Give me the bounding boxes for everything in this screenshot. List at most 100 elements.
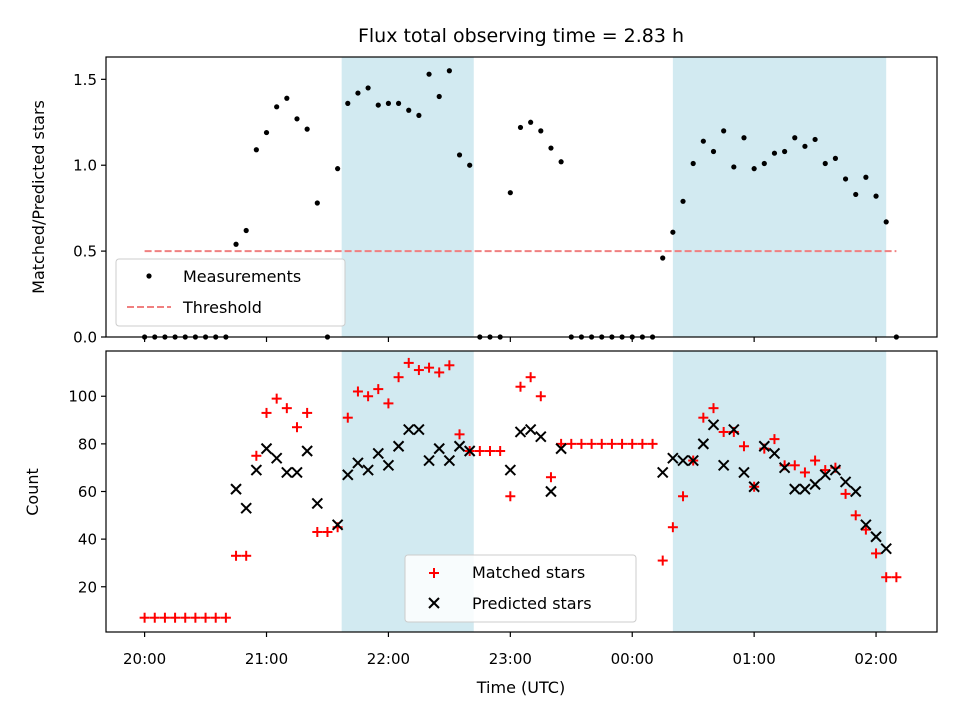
measurement-point	[467, 162, 473, 168]
bottom-panel: 20 40 60 80 100 20:00 21:00 22:00 23:00 00:00 01:0…	[68, 350, 938, 668]
measurement-point	[538, 128, 544, 134]
matched-star-point	[342, 412, 353, 423]
bottom-ytick-label: 40	[78, 531, 97, 549]
matched-star-point	[891, 572, 902, 583]
xtick-label: 02:00	[854, 650, 897, 668]
matched-star-point	[271, 393, 282, 404]
measurement-point	[517, 124, 524, 131]
measurement-point	[456, 152, 463, 158]
measurement-point	[528, 119, 534, 125]
measurement-point	[700, 138, 706, 144]
predicted-star-point	[717, 459, 730, 472]
matched-star-point	[799, 467, 810, 478]
predicted-star-point	[819, 469, 831, 481]
matched-star-point	[647, 438, 658, 449]
matched-star-point	[810, 455, 821, 466]
predicted-star-point	[250, 464, 263, 476]
xtick-label: 22:00	[367, 650, 410, 668]
bottom-series-1	[230, 419, 892, 555]
measurement-point	[375, 102, 381, 108]
matched-star-point	[820, 465, 831, 476]
matched-star-point	[231, 550, 242, 561]
predicted-star-point	[362, 464, 374, 476]
measurement-point	[741, 135, 747, 141]
matched-star-point	[190, 612, 201, 623]
matched-star-point	[322, 526, 333, 537]
measurement-point	[853, 191, 859, 198]
legend-threshold-label: Threshold	[182, 298, 262, 317]
measurement-point	[558, 159, 564, 165]
measurement-point	[710, 148, 717, 155]
measurement-point	[822, 160, 828, 167]
matched-star-point	[373, 384, 384, 395]
measurement-point	[274, 104, 280, 110]
measurement-point	[782, 148, 788, 155]
top-shaded-interval-1	[672, 57, 887, 337]
measurement-point	[751, 166, 757, 172]
measurement-point	[873, 193, 879, 199]
matched-star-point	[220, 612, 231, 623]
predicted-star-point	[331, 519, 344, 531]
legend-matched-marker	[429, 568, 439, 578]
predicted-star-point	[829, 464, 842, 476]
matched-star-point	[424, 362, 435, 373]
matched-star-point	[617, 438, 628, 449]
measurement-point	[792, 135, 798, 141]
predicted-star-point	[789, 483, 801, 495]
measurement-point	[802, 143, 808, 149]
predicted-star-point	[291, 466, 303, 479]
matched-star-point	[576, 438, 587, 449]
measurement-point	[863, 174, 869, 180]
measurement-point	[690, 160, 696, 167]
xtick-label: 01:00	[733, 650, 776, 668]
matched-star-point	[149, 612, 160, 623]
matched-star-point	[657, 555, 668, 566]
measurement-point	[761, 160, 767, 167]
top-shaded-interval-0	[341, 57, 474, 337]
top-panel: 0.0 0.5 1.0 1.5	[73, 56, 938, 347]
matched-star-point	[474, 446, 485, 457]
measurement-point	[731, 164, 737, 170]
matched-star-point	[678, 491, 689, 502]
matched-star-point	[667, 522, 678, 533]
measurement-point	[426, 71, 432, 77]
measurement-point	[883, 219, 889, 225]
matched-star-point	[352, 386, 363, 397]
xtick-label: 00:00	[611, 650, 654, 668]
predicted-star-point	[423, 454, 435, 467]
measurement-point	[416, 112, 422, 119]
predicted-star-point	[738, 466, 750, 479]
matched-star-point	[566, 438, 577, 449]
matched-star-point	[444, 360, 455, 371]
matched-star-point	[281, 403, 292, 414]
measurement-point	[345, 100, 351, 106]
measurement-point	[660, 255, 666, 261]
matched-star-point	[505, 491, 516, 502]
predicted-star-point	[413, 423, 425, 436]
matched-star-point	[210, 612, 221, 623]
predicted-star-point	[281, 466, 293, 479]
matched-star-point	[738, 441, 749, 452]
measurement-point	[507, 190, 513, 196]
matched-star-point	[485, 446, 496, 457]
measurement-point	[365, 85, 371, 91]
predicted-star-point	[270, 452, 283, 464]
predicted-star-point	[555, 442, 567, 455]
matched-star-point	[881, 572, 892, 583]
matched-star-point	[434, 367, 445, 378]
measurement-point	[355, 90, 361, 96]
predicted-star-point	[697, 438, 710, 450]
top-legend-box	[115, 258, 346, 327]
predicted-star-point	[809, 478, 821, 491]
matched-star-point	[413, 365, 424, 376]
matched-star-point	[637, 438, 648, 449]
predicted-star-point	[850, 485, 862, 498]
matched-star-point	[159, 612, 170, 623]
xtick-label: 23:00	[489, 650, 532, 668]
measurement-point	[436, 93, 442, 100]
measurement-point	[832, 155, 839, 161]
predicted-star-point	[870, 531, 882, 543]
measurement-point	[670, 229, 676, 235]
predicted-star-point	[728, 423, 740, 436]
